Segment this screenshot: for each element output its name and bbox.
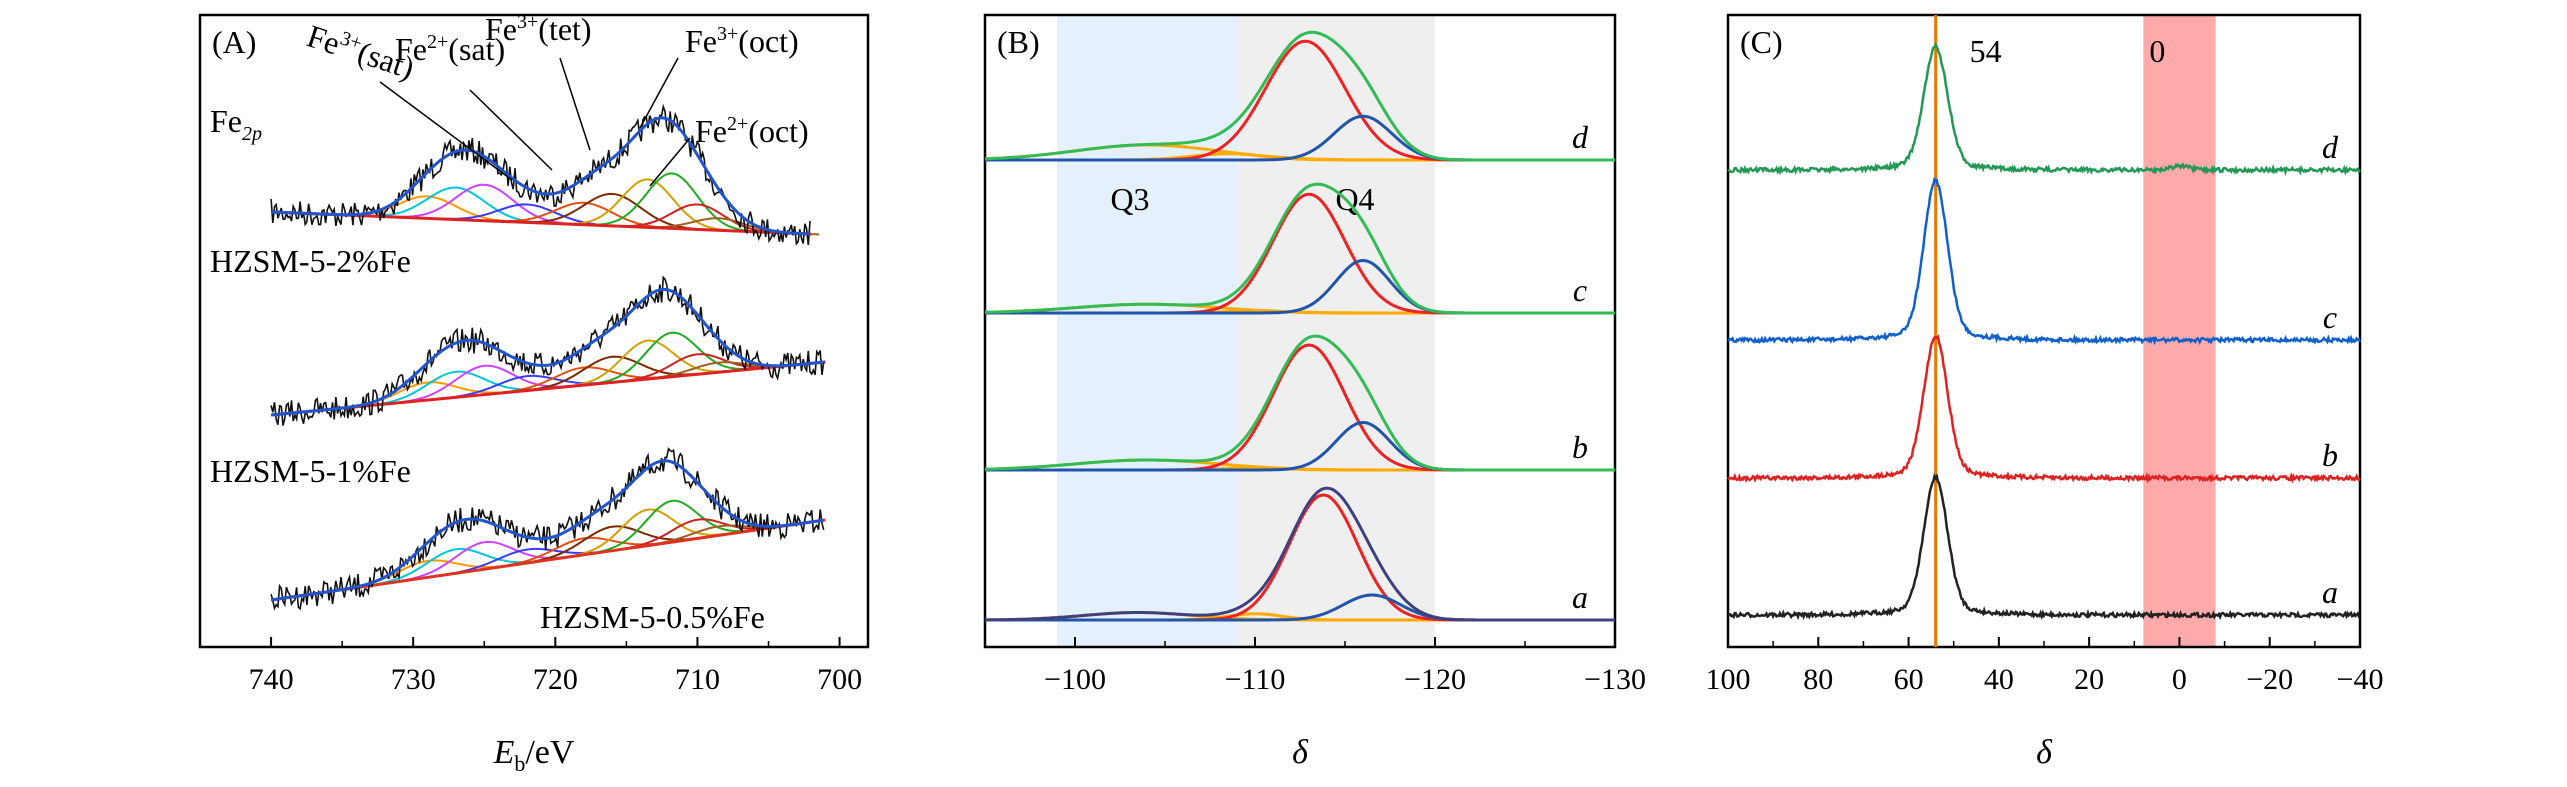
x-tick-label: −120: [1404, 663, 1466, 696]
x-tick-label: −110: [1225, 663, 1286, 696]
peak-label-main: Fe: [695, 113, 727, 149]
nmr-spectrum: [1726, 334, 2361, 484]
peak-label: Fe2+(sat): [395, 31, 505, 67]
x-tick-label: −20: [2246, 663, 2293, 696]
peak-label-sup: 3+: [517, 11, 538, 33]
series-label: HZSM-5-0.5%Fe: [540, 599, 765, 635]
series-label: b: [1572, 429, 1588, 465]
x-tick-label: 100: [1706, 663, 1751, 696]
peak-label-sup: 2+: [427, 31, 448, 53]
fit-envelope: [270, 459, 824, 602]
panel-label: (C): [1740, 24, 1783, 60]
x-tick-label: 720: [533, 663, 578, 696]
x-axis-label: δ: [2036, 734, 2053, 771]
element-label: Fe2p: [210, 103, 262, 145]
x-tick-label: −100: [1044, 663, 1106, 696]
series-label: d: [2322, 129, 2339, 165]
x-axis-label-main: E: [493, 734, 515, 771]
peak-label-sup: 3+: [717, 23, 738, 45]
peak-label: Fe3+(tet): [485, 11, 592, 47]
series-label: HZSM-5-1%Fe: [210, 453, 411, 489]
x-tick-label: 740: [249, 663, 294, 696]
plot-frame: [983, 13, 1617, 649]
peak-label-sup: 2+: [727, 113, 748, 135]
x-tick-label: 0: [2172, 663, 2187, 696]
plot-frame: [198, 13, 870, 649]
component-peak: [569, 172, 773, 234]
peak-label-main: Fe: [303, 17, 345, 61]
peak-label-tail: (sat): [448, 31, 505, 67]
nmr-spectrum: [1727, 473, 2361, 621]
shift-region: [1057, 15, 1237, 647]
x-tick-label: 40: [1984, 663, 2014, 696]
x-tick-label: −40: [2337, 663, 2384, 696]
peak-label-main: Fe: [395, 31, 427, 67]
series-label: d: [1572, 119, 1589, 155]
fit-baseline: [271, 210, 812, 236]
peak-leader-line: [559, 57, 591, 151]
band-label: 0: [2149, 33, 2165, 69]
component-peak: [545, 339, 748, 390]
spectrum-total: [985, 334, 1615, 472]
region-label: Q3: [1110, 181, 1149, 217]
element-label-sub: 2p: [242, 123, 262, 145]
peak-label-main: Fe: [485, 11, 517, 47]
x-axis-label: Eb/eV: [493, 734, 575, 776]
peak-label-main: Fe: [685, 23, 717, 59]
peak-label: Fe3+(oct): [685, 23, 799, 59]
spectrum-total: [985, 486, 1615, 622]
spectrum-total: [984, 30, 1615, 162]
peak-leader-line: [379, 81, 513, 181]
peak-leader-line: [649, 137, 691, 187]
raw-spectrum: [270, 447, 825, 611]
x-tick-label: 710: [675, 663, 720, 696]
plot-frame: [1726, 13, 2362, 649]
shift-band: [2143, 15, 2216, 647]
x-tick-label: 60: [1894, 663, 1924, 696]
nmr-spectrum: [1727, 176, 2362, 346]
nmr-spectrum: [1727, 41, 2362, 177]
panel-a: 740 730 720 710 700(A)Eb/eVFe2pHZSM-5-2%FeHZ…: [198, 11, 870, 776]
panel-c: 100 80 60 40 20 0 −20 −40 (C) 54 0 δ a b c d: [1706, 13, 2384, 771]
fit-envelope: [271, 116, 811, 236]
x-tick-label: 80: [1803, 663, 1833, 696]
series-label: a: [2322, 574, 2338, 610]
series-label: HZSM-5-2%Fe: [210, 243, 411, 279]
x-tick-label: 730: [391, 663, 436, 696]
raw-spectrum: [270, 275, 825, 426]
fit-envelope: [270, 288, 824, 417]
series-label: c: [1573, 272, 1587, 308]
x-tick-label: 20: [2074, 663, 2104, 696]
peak-leader-line: [639, 57, 679, 129]
element-label-main: Fe: [210, 103, 242, 139]
peak-leader-line: [469, 89, 553, 171]
x-axis-label: δ: [1292, 734, 1309, 771]
peak-label-tail: (tet): [538, 11, 591, 47]
x-tick-label: −130: [1584, 663, 1646, 696]
marker-label: 54: [1970, 33, 2002, 69]
series-label: c: [2323, 299, 2337, 335]
series-label: b: [2322, 437, 2338, 473]
shift-region: [1237, 15, 1435, 647]
series-label: a: [1572, 579, 1588, 615]
panel-label: (A): [212, 24, 256, 60]
x-axis-label-unit: /eV: [525, 734, 575, 771]
x-axis-label-sub: b: [514, 751, 525, 776]
peak-label-tail: (oct): [748, 113, 808, 149]
peak-label-tail: (oct): [738, 23, 798, 59]
spectrum-total: [985, 182, 1615, 315]
x-tick-label: 700: [817, 663, 862, 696]
panel-label: (B): [997, 24, 1040, 60]
peak-label: Fe2+(oct): [695, 113, 809, 149]
